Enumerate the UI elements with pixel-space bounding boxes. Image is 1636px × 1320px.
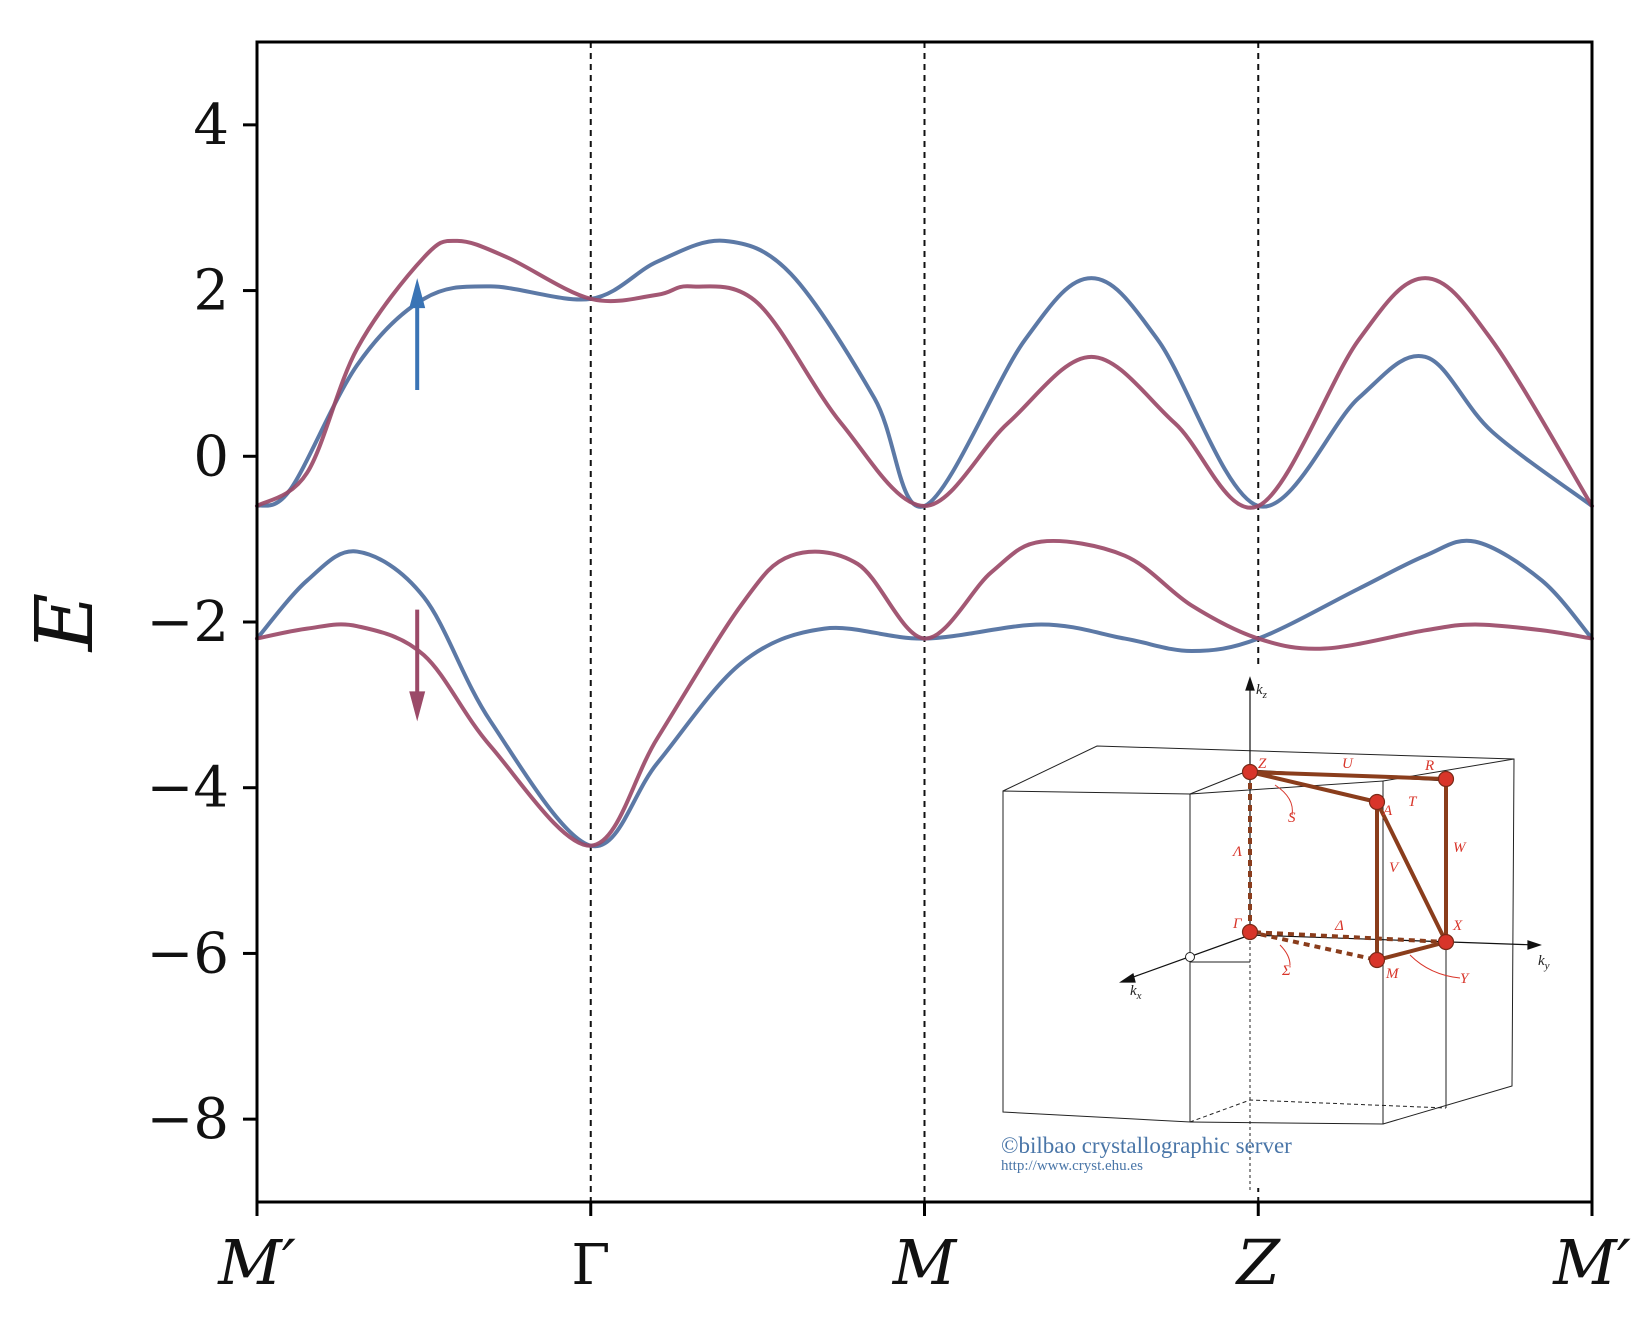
y-tick-label: 4 — [193, 93, 229, 158]
y-axis-label: E — [18, 593, 111, 653]
bz-point-A — [1368, 793, 1386, 811]
bz-label-S: S — [1288, 810, 1296, 826]
bz-small-arcs — [1274, 784, 1461, 979]
x-axis-ticks: M′ Γ M Z M′ — [217, 1202, 1631, 1299]
y-tick-label: 2 — [193, 259, 229, 324]
band-line-3 — [255, 538, 1594, 849]
y-tick-label: −2 — [146, 590, 229, 655]
x-tick-label: Z — [1235, 1226, 1281, 1299]
inset-credit-url: http://www.cryst.ehu.es — [1001, 1158, 1143, 1174]
ky-axis-label: ky — [1538, 953, 1550, 972]
kz-axis-label: kz — [1256, 682, 1268, 701]
bz-point-X — [1437, 933, 1455, 951]
band-line-1 — [255, 238, 1594, 509]
bz-label-M: M — [1385, 966, 1400, 982]
y-tick-label: −6 — [146, 921, 229, 986]
kx-axis-label: kx — [1130, 983, 1142, 1002]
band-line-4 — [255, 539, 1594, 848]
bz-label-U: U — [1342, 756, 1354, 772]
x-tick-label: M′ — [217, 1226, 296, 1299]
y-axis-ticks: 4 2 0 −2 −4 −6 −8 — [146, 93, 257, 1152]
bz-point-Z — [1241, 763, 1259, 781]
y-tick-label: 0 — [193, 424, 229, 489]
bz-label-X: X — [1452, 918, 1463, 934]
y-tick-label: −4 — [146, 756, 229, 821]
inset-background — [990, 668, 1560, 1188]
bz-points — [1241, 763, 1455, 969]
bz-point-labels: Z R A Γ X M U T S Λ V W Δ Σ Y — [1231, 756, 1470, 987]
bz-origin-marker — [1185, 952, 1195, 962]
bz-label-T: T — [1408, 794, 1418, 810]
bz-label-Sigma: Σ — [1281, 963, 1291, 979]
bz-label-V: V — [1389, 860, 1400, 876]
bz-label-Delta: Δ — [1334, 918, 1344, 934]
band-curves — [255, 238, 1594, 849]
spin-up-arrow-head — [409, 278, 426, 309]
bz-label-Y: Y — [1460, 971, 1470, 987]
bz-point-M — [1368, 951, 1386, 969]
bz-label-R: R — [1424, 758, 1434, 774]
bz-label-A: A — [1382, 803, 1393, 819]
bz-point-R — [1437, 770, 1455, 788]
inset-credit: ©bilbao crystallographic server — [1001, 1133, 1292, 1158]
bz-label-Gamma: Γ — [1232, 916, 1243, 932]
bz-label-Lambda: Λ — [1231, 844, 1242, 860]
band-line-2 — [255, 238, 1594, 510]
x-tick-label: M — [892, 1226, 958, 1299]
bz-point-Gamma — [1241, 923, 1259, 941]
x-tick-label: Γ — [571, 1233, 610, 1298]
x-tick-label: M′ — [1552, 1226, 1631, 1299]
y-tick-label: −8 — [146, 1087, 229, 1152]
brillouin-zone-inset: kz ky kx Z R A Γ X M U — [990, 668, 1560, 1190]
bz-label-Z: Z — [1258, 756, 1267, 772]
spin-arrows — [409, 278, 426, 722]
spin-down-arrow-head — [409, 691, 426, 722]
bz-label-W: W — [1453, 840, 1467, 856]
